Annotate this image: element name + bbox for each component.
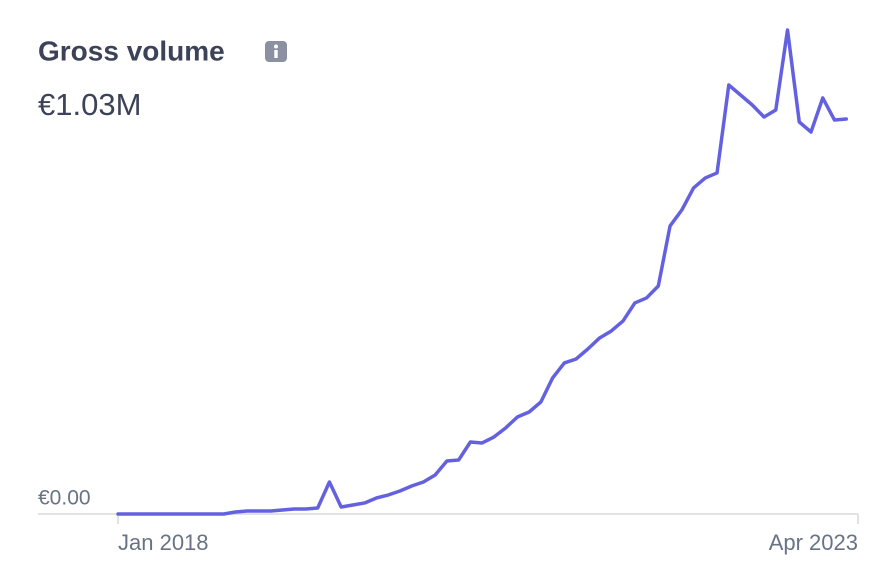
chart-title: Gross volume bbox=[38, 35, 225, 66]
info-icon[interactable] bbox=[265, 41, 287, 62]
series-line bbox=[116, 28, 848, 516]
x-tick-label: Jan 2018 bbox=[118, 530, 209, 555]
y-tick-label: €0.00 bbox=[38, 487, 91, 510]
x-tick-label: Apr 2023 bbox=[769, 530, 858, 555]
chart-subtitle: €1.03M bbox=[38, 87, 141, 122]
info-icon-stem bbox=[274, 50, 278, 58]
info-icon-dot bbox=[274, 44, 278, 49]
